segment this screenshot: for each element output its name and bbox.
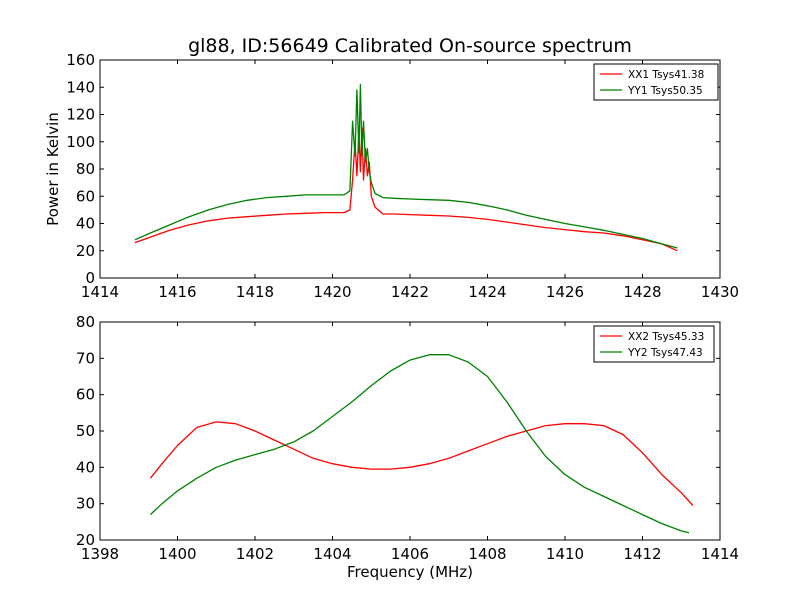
legend-box [593, 63, 719, 101]
x-tick-label: 1424 [468, 283, 506, 301]
legend-box [593, 325, 715, 363]
y-tick-label: 40 [76, 458, 95, 476]
x-tick-label: 1406 [391, 545, 429, 563]
x-tick-label: 1410 [546, 545, 584, 563]
y-tick-label: 20 [76, 242, 95, 260]
series-line-2-1 [149, 421, 694, 506]
y-tick-label: 40 [76, 215, 95, 233]
y-tick-label: 100 [66, 133, 95, 151]
x-tick-label: 1402 [236, 545, 274, 563]
x-tick-label: 1426 [546, 283, 584, 301]
y-tick-label: 50 [76, 422, 95, 440]
x-axis-label: Frequency (MHz) [347, 563, 473, 581]
legend-label: XX1 Tsys41.38 [628, 69, 704, 81]
legend: XX1 Tsys41.38 YY1 Tsys50.35 [593, 63, 719, 101]
y-tick-label: 20 [76, 531, 95, 549]
x-tick-label: 1400 [158, 545, 196, 563]
bottom-panel: 1398 1400 1402 1404 1406 1408 1410 1412 1414 20 30… [76, 313, 739, 581]
series-line-1-1 [134, 127, 678, 252]
legend: XX2 Tsys45.33 YY2 Tsys47.43 [593, 325, 715, 363]
y-tick-label: 60 [76, 386, 95, 404]
series-line-2-2 [149, 354, 690, 534]
y-tick-label: 0 [85, 269, 95, 287]
x-tick-label: 1420 [313, 283, 351, 301]
legend-label: XX2 Tsys45.33 [628, 331, 704, 343]
legend-label: YY1 Tsys50.35 [627, 85, 703, 97]
y-tick-label: 80 [76, 313, 95, 331]
x-tick-label: 1418 [236, 283, 274, 301]
chart-title: gl88, ID:56649 Calibrated On-source spec… [188, 35, 632, 57]
x-tick-label: 1398 [81, 545, 119, 563]
x-tick-label: 1404 [313, 545, 351, 563]
y-tick-label: 140 [66, 78, 95, 96]
x-tick-label: 1414 [701, 545, 739, 563]
x-tick-label: 1416 [158, 283, 196, 301]
x-tick-label: 1430 [701, 283, 739, 301]
x-tick-label: 1412 [623, 545, 661, 563]
x-tick-label: 1422 [391, 283, 429, 301]
series-line-1-2 [134, 83, 678, 249]
x-tick-label: 1414 [81, 283, 119, 301]
x-tick-label: 1428 [623, 283, 661, 301]
y-tick-label: 30 [76, 495, 95, 513]
y-tick-label: 70 [76, 349, 95, 367]
y-tick-label: 120 [66, 106, 95, 124]
y-tick-label: 160 [66, 51, 95, 69]
y-tick-label: 80 [76, 160, 95, 178]
top-panel: 1414 1416 1418 1420 1422 1424 1426 1428 1430 0 20 4… [44, 51, 739, 301]
x-tick-label: 1408 [468, 545, 506, 563]
y-axis-label: Power in Kelvin [44, 112, 62, 226]
y-tick-label: 60 [76, 187, 95, 205]
legend-label: YY2 Tsys47.43 [627, 347, 703, 359]
